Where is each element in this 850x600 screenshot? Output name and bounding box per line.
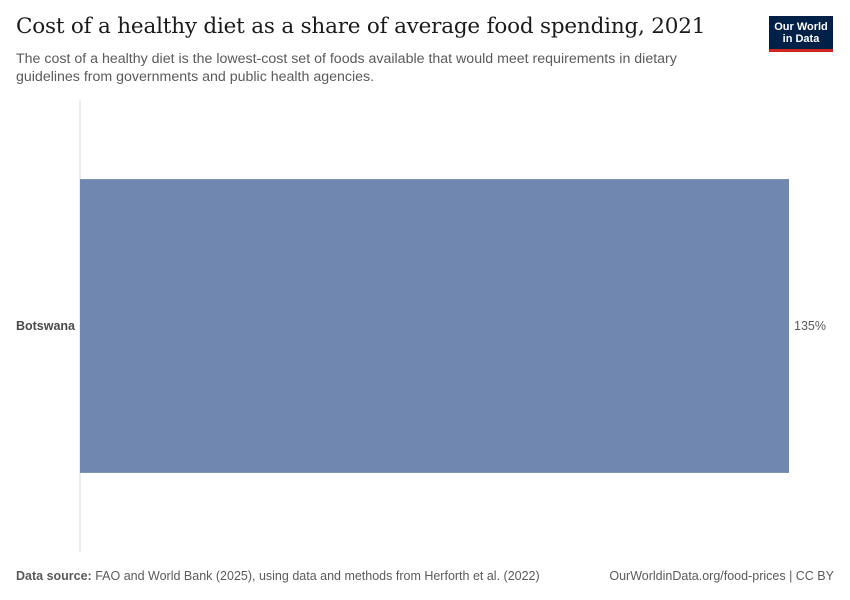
footer-link[interactable]: OurWorldinData.org/food-prices | CC BY [609, 569, 834, 583]
owid-logo[interactable]: Our World in Data [769, 16, 833, 52]
value-label: 135% [794, 319, 826, 333]
chart-subtitle: The cost of a healthy diet is the lowest… [16, 51, 677, 85]
logo-line-1: Our World [774, 20, 828, 33]
bar-botswana[interactable] [80, 179, 789, 473]
data-source: Data source: FAO and World Bank (2025), … [16, 569, 540, 583]
source-text: FAO and World Bank (2025), using data an… [95, 569, 540, 583]
chart-title: Cost of a healthy diet as a share of ave… [16, 14, 706, 39]
source-label: Data source: [16, 569, 92, 583]
bars-group: Botswana 135% [16, 179, 826, 473]
category-label: Botswana [16, 319, 76, 333]
footer: Data source: FAO and World Bank (2025), … [16, 569, 834, 583]
logo-line-2: in Data [782, 32, 820, 45]
